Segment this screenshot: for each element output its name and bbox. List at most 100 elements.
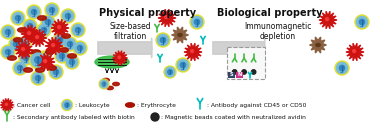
Circle shape (35, 75, 41, 81)
Text: J: J (42, 55, 46, 63)
Circle shape (62, 11, 73, 21)
Text: : Erythrocyte: : Erythrocyte (137, 103, 176, 108)
Circle shape (67, 57, 77, 67)
Circle shape (29, 51, 47, 69)
Circle shape (251, 70, 256, 74)
Circle shape (45, 3, 59, 17)
Circle shape (19, 38, 29, 49)
Circle shape (160, 37, 166, 43)
Text: : Cancer cell: : Cancer cell (13, 103, 51, 108)
Text: J: J (50, 7, 54, 15)
Text: J: J (58, 37, 62, 45)
Ellipse shape (60, 48, 68, 52)
Circle shape (336, 62, 347, 73)
Ellipse shape (68, 54, 76, 58)
Circle shape (17, 65, 23, 71)
Polygon shape (113, 51, 127, 65)
Circle shape (61, 9, 75, 23)
Ellipse shape (103, 78, 109, 82)
Circle shape (151, 113, 159, 121)
Text: J: J (33, 9, 36, 17)
Circle shape (71, 23, 85, 37)
Circle shape (352, 49, 358, 55)
Text: J: J (28, 23, 32, 31)
Circle shape (41, 27, 46, 33)
Ellipse shape (125, 103, 135, 107)
Circle shape (314, 41, 322, 49)
Ellipse shape (23, 68, 33, 72)
Circle shape (46, 5, 57, 15)
Circle shape (5, 49, 11, 55)
Circle shape (75, 27, 81, 33)
Circle shape (59, 53, 65, 59)
Circle shape (232, 70, 237, 74)
Text: J: J (67, 13, 70, 21)
Text: J: J (14, 41, 18, 49)
Text: J: J (6, 29, 9, 37)
Polygon shape (29, 29, 47, 47)
Circle shape (356, 17, 367, 27)
Circle shape (31, 71, 45, 85)
Circle shape (177, 31, 184, 39)
Text: J: J (54, 69, 57, 77)
Circle shape (14, 62, 25, 73)
Circle shape (5, 29, 11, 35)
Circle shape (57, 25, 63, 31)
Circle shape (51, 67, 62, 77)
Text: J: J (360, 19, 364, 27)
Circle shape (57, 26, 60, 29)
Circle shape (164, 15, 170, 21)
Circle shape (13, 61, 27, 75)
Ellipse shape (8, 56, 16, 60)
Circle shape (19, 51, 33, 65)
Ellipse shape (48, 66, 56, 70)
Polygon shape (45, 37, 63, 55)
Circle shape (63, 37, 77, 51)
Circle shape (31, 53, 45, 67)
Circle shape (41, 15, 55, 29)
Circle shape (5, 103, 8, 105)
Circle shape (20, 53, 31, 64)
Polygon shape (37, 53, 55, 71)
Circle shape (52, 44, 54, 47)
Circle shape (57, 37, 63, 43)
Circle shape (165, 67, 175, 77)
Ellipse shape (32, 50, 40, 54)
Ellipse shape (37, 16, 46, 20)
Circle shape (53, 33, 67, 47)
Circle shape (63, 101, 71, 109)
Circle shape (39, 25, 50, 35)
Circle shape (118, 56, 121, 59)
Circle shape (65, 38, 76, 49)
Circle shape (27, 23, 33, 29)
Circle shape (335, 61, 349, 75)
Circle shape (41, 55, 46, 61)
Circle shape (242, 70, 246, 74)
Circle shape (1, 45, 15, 59)
Circle shape (355, 15, 369, 29)
Circle shape (67, 41, 73, 47)
FancyBboxPatch shape (228, 72, 235, 78)
Circle shape (25, 21, 36, 31)
Ellipse shape (178, 34, 182, 36)
FancyArrowPatch shape (98, 38, 152, 58)
Circle shape (9, 37, 23, 51)
Circle shape (69, 59, 75, 65)
Text: J: J (78, 45, 82, 53)
Polygon shape (172, 27, 188, 43)
Circle shape (13, 41, 19, 47)
Circle shape (3, 27, 14, 37)
Circle shape (191, 50, 194, 53)
Circle shape (65, 55, 79, 69)
Ellipse shape (107, 86, 113, 90)
Text: J: J (19, 65, 22, 73)
Circle shape (3, 46, 14, 57)
Ellipse shape (18, 28, 26, 32)
Circle shape (12, 13, 23, 23)
Polygon shape (15, 41, 33, 59)
Circle shape (65, 13, 71, 19)
Text: J: J (42, 27, 46, 35)
Circle shape (156, 33, 170, 47)
Circle shape (194, 19, 200, 25)
Polygon shape (51, 19, 69, 37)
